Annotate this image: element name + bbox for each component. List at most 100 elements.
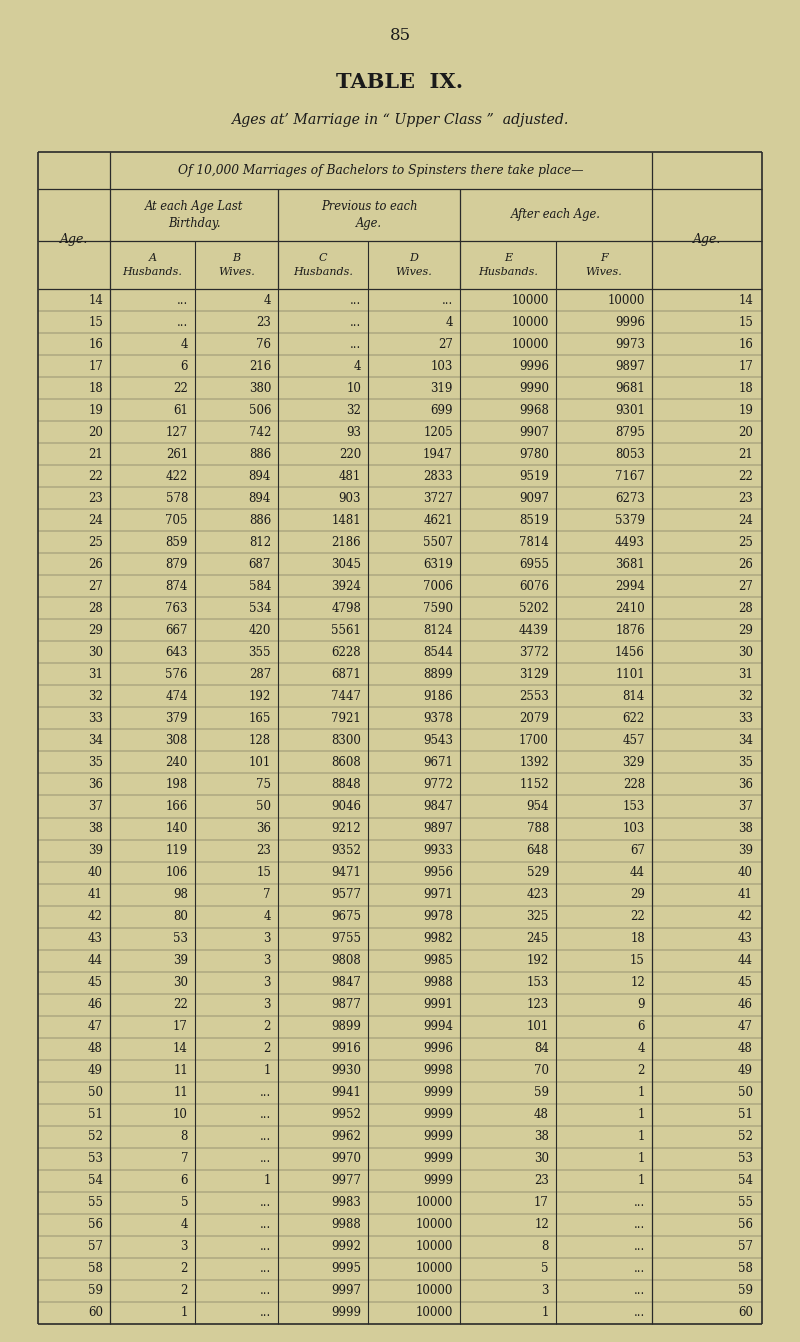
Text: 4621: 4621 <box>423 514 453 526</box>
Text: 534: 534 <box>249 601 271 615</box>
Text: Age.: Age. <box>693 232 721 246</box>
Text: 22: 22 <box>88 470 103 483</box>
Text: 9301: 9301 <box>615 404 645 416</box>
Text: 6228: 6228 <box>331 646 361 659</box>
Text: 101: 101 <box>526 1020 549 1033</box>
Text: 10000: 10000 <box>608 294 645 306</box>
Text: 9996: 9996 <box>615 315 645 329</box>
Text: 10000: 10000 <box>416 1307 453 1319</box>
Text: 32: 32 <box>738 690 753 703</box>
Text: 10000: 10000 <box>416 1263 453 1275</box>
Text: 742: 742 <box>249 425 271 439</box>
Text: 9671: 9671 <box>423 756 453 769</box>
Text: 30: 30 <box>738 646 753 659</box>
Text: 192: 192 <box>526 954 549 968</box>
Text: 9988: 9988 <box>423 976 453 989</box>
Text: 7921: 7921 <box>331 711 361 725</box>
Text: 9999: 9999 <box>331 1307 361 1319</box>
Text: 7167: 7167 <box>615 470 645 483</box>
Text: 3: 3 <box>263 954 271 968</box>
Text: 903: 903 <box>338 491 361 505</box>
Text: 29: 29 <box>630 888 645 900</box>
Text: 75: 75 <box>256 778 271 790</box>
Text: 57: 57 <box>738 1240 753 1253</box>
Text: 9952: 9952 <box>331 1108 361 1122</box>
Text: 886: 886 <box>249 514 271 526</box>
Text: 9997: 9997 <box>331 1284 361 1298</box>
Text: 5: 5 <box>181 1196 188 1209</box>
Text: At each Age Last
Birthday.: At each Age Last Birthday. <box>145 200 243 229</box>
Text: ...: ... <box>442 294 453 306</box>
Text: 9999: 9999 <box>423 1130 453 1143</box>
Text: ...: ... <box>260 1240 271 1253</box>
Text: 4: 4 <box>263 294 271 306</box>
Text: 1205: 1205 <box>423 425 453 439</box>
Text: 1: 1 <box>638 1086 645 1099</box>
Text: 3: 3 <box>263 976 271 989</box>
Text: 25: 25 <box>88 535 103 549</box>
Text: 8608: 8608 <box>331 756 361 769</box>
Text: 1: 1 <box>638 1108 645 1122</box>
Text: 7814: 7814 <box>519 535 549 549</box>
Text: 36: 36 <box>88 778 103 790</box>
Text: 119: 119 <box>166 844 188 858</box>
Text: 15: 15 <box>630 954 645 968</box>
Text: 380: 380 <box>249 381 271 395</box>
Text: 52: 52 <box>88 1130 103 1143</box>
Text: 80: 80 <box>173 910 188 923</box>
Text: 9996: 9996 <box>519 360 549 373</box>
Text: ...: ... <box>260 1263 271 1275</box>
Text: 420: 420 <box>249 624 271 637</box>
Text: ...: ... <box>634 1240 645 1253</box>
Text: 9543: 9543 <box>423 734 453 747</box>
Text: ...: ... <box>634 1284 645 1298</box>
Text: 32: 32 <box>346 404 361 416</box>
Text: 29: 29 <box>88 624 103 637</box>
Text: 9916: 9916 <box>331 1043 361 1055</box>
Text: 9897: 9897 <box>615 360 645 373</box>
Text: 43: 43 <box>88 933 103 945</box>
Text: 43: 43 <box>738 933 753 945</box>
Text: 2: 2 <box>181 1284 188 1298</box>
Text: 23: 23 <box>256 844 271 858</box>
Text: 18: 18 <box>738 381 753 395</box>
Text: 1456: 1456 <box>615 646 645 659</box>
Text: 16: 16 <box>88 338 103 350</box>
Text: 7590: 7590 <box>423 601 453 615</box>
Text: 7: 7 <box>181 1153 188 1165</box>
Text: 379: 379 <box>166 711 188 725</box>
Text: 2553: 2553 <box>519 690 549 703</box>
Text: 2410: 2410 <box>615 601 645 615</box>
Text: 12: 12 <box>534 1219 549 1232</box>
Text: 22: 22 <box>630 910 645 923</box>
Text: 2833: 2833 <box>423 470 453 483</box>
Text: 106: 106 <box>166 866 188 879</box>
Text: 17: 17 <box>173 1020 188 1033</box>
Text: 9: 9 <box>638 998 645 1011</box>
Text: 46: 46 <box>738 998 753 1011</box>
Text: 59: 59 <box>534 1086 549 1099</box>
Text: 2: 2 <box>181 1263 188 1275</box>
Text: 36: 36 <box>738 778 753 790</box>
Text: 576: 576 <box>166 668 188 680</box>
Text: 198: 198 <box>166 778 188 790</box>
Text: 9996: 9996 <box>423 1043 453 1055</box>
Text: 37: 37 <box>738 800 753 813</box>
Text: 687: 687 <box>249 558 271 570</box>
Text: 3772: 3772 <box>519 646 549 659</box>
Text: 9907: 9907 <box>519 425 549 439</box>
Text: ...: ... <box>260 1219 271 1232</box>
Text: 54: 54 <box>88 1174 103 1188</box>
Text: 8795: 8795 <box>615 425 645 439</box>
Text: 6273: 6273 <box>615 491 645 505</box>
Text: 29: 29 <box>738 624 753 637</box>
Text: 23: 23 <box>88 491 103 505</box>
Text: 50: 50 <box>88 1086 103 1099</box>
Text: 9780: 9780 <box>519 448 549 460</box>
Text: 47: 47 <box>88 1020 103 1033</box>
Text: 50: 50 <box>256 800 271 813</box>
Text: 14: 14 <box>88 294 103 306</box>
Text: 9999: 9999 <box>423 1086 453 1099</box>
Text: 6: 6 <box>181 1174 188 1188</box>
Text: 1481: 1481 <box>331 514 361 526</box>
